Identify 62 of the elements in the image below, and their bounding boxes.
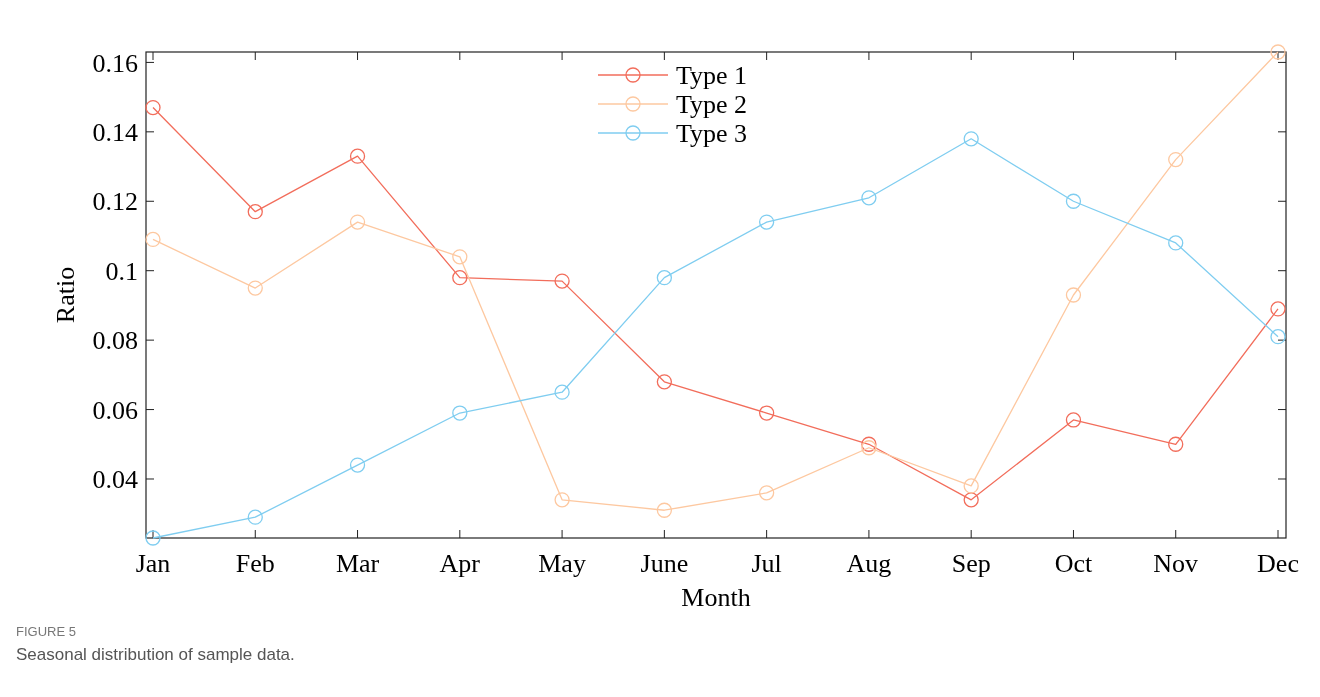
point xyxy=(554,492,570,508)
point xyxy=(758,214,775,230)
x-tick-label: June xyxy=(640,549,689,578)
text: Seasonal distribution of sample data. xyxy=(16,645,295,664)
point xyxy=(758,405,775,421)
x-tick-label: Jan xyxy=(135,549,171,578)
point xyxy=(554,273,570,289)
point xyxy=(1065,287,1082,303)
point xyxy=(554,384,570,400)
point xyxy=(1065,193,1082,209)
point xyxy=(452,269,468,286)
legend-label: Type 1 xyxy=(676,61,748,91)
point xyxy=(145,231,161,248)
y-tick-label: 0.06 xyxy=(92,395,138,425)
point xyxy=(656,269,673,286)
x-tick-label: May xyxy=(538,549,586,578)
point xyxy=(145,530,161,546)
point xyxy=(861,190,877,206)
point xyxy=(1168,436,1184,452)
y-tick-label: 0.16 xyxy=(92,48,138,78)
y-tick-label: 0.12 xyxy=(92,187,138,217)
point xyxy=(1168,235,1184,251)
point xyxy=(963,131,979,147)
point xyxy=(452,249,468,265)
point xyxy=(247,509,263,525)
legend-label: Type 2 xyxy=(676,90,748,120)
point xyxy=(247,204,263,220)
x-tick-label: Feb xyxy=(235,549,275,578)
point xyxy=(861,440,877,456)
point xyxy=(247,280,263,296)
legend-label: Type 3 xyxy=(676,119,748,149)
point xyxy=(963,478,979,494)
x-tick-label: Apr xyxy=(439,549,481,578)
x-tick-label: Nov xyxy=(1153,549,1199,578)
x-tick-label: Dec xyxy=(1257,549,1299,578)
x-tick-label: Sep xyxy=(951,549,991,578)
y-tick-label: 0.14 xyxy=(92,117,138,147)
point xyxy=(963,492,979,508)
point xyxy=(349,457,366,473)
point xyxy=(1270,329,1286,345)
point xyxy=(145,99,161,116)
x-tick-label: Mar xyxy=(335,549,380,578)
point xyxy=(656,502,673,518)
point xyxy=(1168,151,1184,168)
point xyxy=(452,405,468,421)
point xyxy=(656,374,673,390)
x-axis-title: Month xyxy=(681,583,751,612)
point xyxy=(1270,301,1286,317)
point xyxy=(349,214,366,230)
point xyxy=(861,436,877,452)
caption: FIGURE 5 xyxy=(16,624,76,639)
point xyxy=(1065,412,1082,428)
y-axis-title: Ratio xyxy=(51,266,80,324)
point xyxy=(758,485,775,501)
y-tick-label: 0.1 xyxy=(105,256,138,286)
point xyxy=(1270,44,1286,60)
x-tick-label: Jul xyxy=(751,549,782,578)
point xyxy=(349,148,366,164)
x-tick-label: Aug xyxy=(846,549,892,578)
y-tick-label: 0.08 xyxy=(92,326,138,356)
x-tick-label: Oct xyxy=(1054,549,1093,578)
y-tick-label: 0.04 xyxy=(92,465,138,495)
